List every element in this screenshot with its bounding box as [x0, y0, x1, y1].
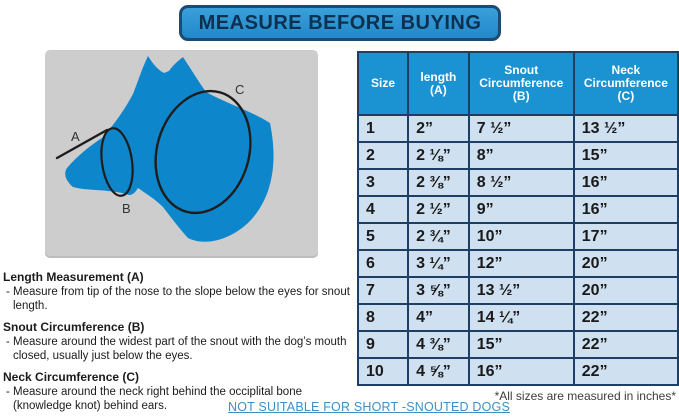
table-cell: 3 ¼” [407, 249, 470, 278]
table-cell: 2 [356, 141, 410, 170]
table-cell: 10” [467, 222, 575, 251]
note-heading-neck: Neck Circumference (C) [3, 370, 140, 384]
table-cell: 20” [572, 276, 679, 305]
table-cell: 16” [572, 168, 679, 197]
note-body-length: - Measure from tip of the nose to the sl… [6, 286, 350, 312]
table-cell: 20” [572, 249, 679, 278]
table-row: 4 2 ½” 9” 16” [356, 195, 679, 224]
header-snout-circumference: Snout Circumference (B) [467, 51, 575, 116]
measurement-notes: Length Measurement (A) - Measure from ti… [3, 263, 355, 413]
table-cell: 15” [572, 141, 679, 170]
table-cell: 8” [467, 141, 575, 170]
table-cell: 13 ½” [572, 114, 679, 143]
note-heading-length: Length Measurement (A) [3, 270, 144, 284]
table-cell: 8 ½” [467, 168, 575, 197]
title-banner: MEASURE BEFORE BUYING [179, 5, 501, 41]
table-row: 8 4” 14 ¼” 22” [356, 303, 679, 332]
table-row: 3 2 ⅜” 8 ½” 16” [356, 168, 679, 197]
table-cell: 13 ½” [467, 276, 575, 305]
note-body-neck: - Measure around the neck right behind t… [6, 386, 302, 412]
measure-ellipse-c [154, 89, 252, 215]
table-row: 2 2 ⅛” 8” 15” [356, 141, 679, 170]
table-row: 1 2” 7 ½” 13 ½” [356, 114, 679, 143]
not-suitable-warning: NOT SUITABLE FOR SHORT -SNOUTED DOGS [228, 400, 511, 414]
table-cell: 4 [356, 195, 410, 224]
table-row: 9 4 ⅜” 15” 22” [356, 330, 679, 359]
header-length: length (A) [407, 51, 470, 116]
dog-head-illustration: A B C [55, 56, 274, 242]
sizes-footnote: *All sizes are measured in inches* [494, 389, 676, 403]
dog-silhouette [65, 56, 274, 242]
table-cell: 15” [467, 330, 575, 359]
note-body-snout: - Measure around the widest part of the … [6, 336, 347, 362]
table-cell: 7 [356, 276, 410, 305]
table-cell: 8 [356, 303, 410, 332]
table-cell: 22” [572, 303, 679, 332]
label-b: B [122, 201, 131, 216]
table-cell: 14 ¼” [467, 303, 575, 332]
table-cell: 17” [572, 222, 679, 251]
table-cell: 12” [467, 249, 575, 278]
table-cell: 5 [356, 222, 410, 251]
header-neck-circumference: Neck Circumference (C) [572, 51, 679, 116]
table-cell: 4” [407, 303, 470, 332]
measure-line-a [55, 128, 109, 160]
table-cell: 22” [572, 330, 679, 359]
label-c: C [235, 82, 244, 97]
table-cell: 6 [356, 249, 410, 278]
table-cell: 1 [356, 114, 410, 143]
table-cell: 2 ¾” [407, 222, 470, 251]
table-cell: 3 [356, 168, 410, 197]
table-cell: 22” [572, 357, 679, 386]
table-cell: 16” [572, 195, 679, 224]
size-chart-table: Size length (A) Snout Circumference (B) … [356, 51, 679, 386]
table-cell: 10 [356, 357, 410, 386]
measure-ellipse-b [100, 127, 134, 197]
table-cell: 9 [356, 330, 410, 359]
table-cell: 4 ⅝” [407, 357, 470, 386]
table-cell: 9” [467, 195, 575, 224]
dog-measurement-diagram: A B C [45, 50, 318, 258]
table-cell: 2 ⅜” [407, 168, 470, 197]
table-cell: 7 ½” [467, 114, 575, 143]
table-cell: 4 ⅜” [407, 330, 470, 359]
table-cell: 2 ⅛” [407, 141, 470, 170]
page-title: MEASURE BEFORE BUYING [198, 11, 482, 34]
label-a: A [71, 129, 80, 144]
table-row: 6 3 ¼” 12” 20” [356, 249, 679, 278]
table-header-row: Size length (A) Snout Circumference (B) … [356, 51, 679, 116]
header-size: Size [356, 51, 410, 116]
table-cell: 2” [407, 114, 470, 143]
table-cell: 2 ½” [407, 195, 470, 224]
table-row: 5 2 ¾” 10” 17” [356, 222, 679, 251]
table-row: 7 3 ⅝” 13 ½” 20” [356, 276, 679, 305]
table-row: 10 4 ⅝” 16” 22” [356, 357, 679, 386]
note-heading-snout: Snout Circumference (B) [3, 320, 145, 334]
table-cell: 16” [467, 357, 575, 386]
table-cell: 3 ⅝” [407, 276, 470, 305]
